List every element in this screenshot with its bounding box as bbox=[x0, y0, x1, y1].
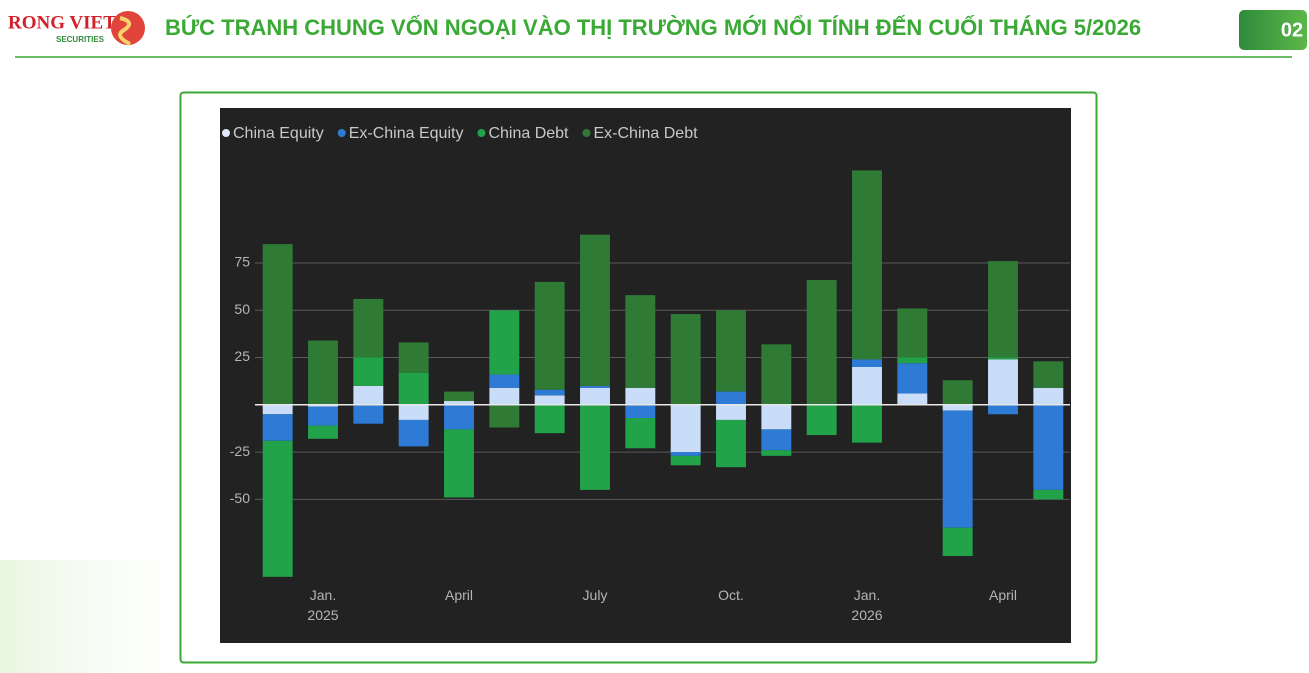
bar bbox=[444, 404, 474, 430]
bar bbox=[489, 310, 520, 375]
legend-marker bbox=[477, 129, 486, 137]
bar bbox=[262, 440, 293, 577]
bar bbox=[489, 374, 520, 388]
bar bbox=[534, 281, 565, 390]
y-tick-label: 25 bbox=[234, 348, 250, 364]
bar bbox=[942, 380, 973, 405]
x-tick-label: July bbox=[582, 587, 608, 603]
bar bbox=[489, 404, 520, 428]
legend-marker bbox=[337, 129, 346, 137]
bar bbox=[852, 359, 882, 367]
logo-sub: SECURITIES bbox=[56, 35, 105, 44]
bar bbox=[716, 404, 746, 420]
bar bbox=[353, 298, 384, 358]
bar bbox=[716, 419, 746, 468]
bar bbox=[625, 387, 656, 405]
bar bbox=[308, 340, 338, 405]
bar bbox=[534, 395, 565, 405]
bar bbox=[398, 404, 429, 420]
legend-label: China Debt bbox=[488, 125, 569, 142]
bar bbox=[308, 404, 338, 407]
bar bbox=[852, 366, 882, 405]
bar bbox=[308, 425, 338, 439]
bar bbox=[716, 310, 746, 392]
y-tick-label: -50 bbox=[230, 490, 250, 506]
bar bbox=[580, 385, 610, 388]
bar bbox=[1033, 404, 1064, 490]
x-tick-label: Jan. 2025 bbox=[307, 587, 339, 623]
bar bbox=[308, 406, 338, 426]
bar bbox=[398, 372, 429, 405]
bar bbox=[398, 419, 429, 447]
bar bbox=[353, 385, 384, 405]
bar bbox=[897, 308, 928, 358]
bar bbox=[489, 387, 520, 405]
page-badge bbox=[1239, 10, 1307, 50]
bar bbox=[1033, 361, 1064, 388]
bar bbox=[716, 391, 746, 405]
title: BỨC TRANH CHUNG VỐN NGOẠI VÀO THỊ TRƯỜNG… bbox=[165, 14, 1141, 40]
bar bbox=[988, 359, 1018, 405]
x-tick-label: Oct. bbox=[718, 587, 744, 603]
bar bbox=[353, 357, 384, 386]
bar bbox=[580, 404, 610, 490]
bar bbox=[444, 391, 474, 402]
bar bbox=[897, 363, 928, 394]
x-tick-label: Jan. 2026 bbox=[851, 587, 883, 623]
bar bbox=[444, 401, 474, 405]
y-tick-label: 50 bbox=[234, 301, 250, 317]
bar bbox=[761, 450, 792, 456]
bar bbox=[353, 404, 384, 424]
bar bbox=[670, 404, 701, 453]
legend-marker bbox=[222, 129, 230, 137]
bar bbox=[852, 170, 882, 360]
bar bbox=[398, 342, 429, 373]
legend-label: China Equity bbox=[233, 125, 324, 142]
bar bbox=[942, 410, 973, 528]
bar bbox=[988, 357, 1018, 360]
bar bbox=[897, 393, 928, 405]
bar bbox=[262, 404, 293, 415]
bar bbox=[1033, 489, 1064, 500]
logo-icon bbox=[118, 16, 132, 46]
bar bbox=[534, 404, 565, 434]
bar bbox=[444, 429, 474, 498]
bar bbox=[670, 314, 701, 405]
legend-label: Ex-China Debt bbox=[593, 125, 698, 142]
bar bbox=[761, 404, 792, 430]
bar bbox=[262, 244, 293, 405]
bar bbox=[625, 418, 656, 449]
legend-marker bbox=[582, 129, 591, 137]
bar bbox=[580, 234, 610, 386]
bar bbox=[806, 404, 837, 436]
bar bbox=[942, 404, 973, 411]
bar bbox=[761, 344, 792, 405]
legend-label: Ex-China Equity bbox=[349, 125, 464, 142]
bar bbox=[897, 357, 928, 364]
bar bbox=[852, 404, 882, 443]
x-tick-label: April bbox=[988, 587, 1017, 603]
bar bbox=[942, 527, 973, 557]
bar bbox=[806, 280, 837, 405]
bar bbox=[580, 387, 610, 405]
bar bbox=[988, 404, 1018, 415]
x-tick-label: April bbox=[444, 587, 473, 603]
bar bbox=[670, 452, 701, 456]
bar bbox=[670, 455, 701, 466]
y-tick-label: 75 bbox=[234, 254, 250, 270]
bar bbox=[625, 295, 656, 388]
bar bbox=[534, 389, 565, 396]
y-tick-label: -25 bbox=[230, 443, 250, 459]
bar bbox=[761, 429, 792, 451]
page-number: 02 bbox=[1281, 19, 1303, 41]
bar bbox=[262, 414, 293, 441]
bar bbox=[625, 404, 656, 419]
bar bbox=[1033, 387, 1064, 405]
logo: RONG VIET bbox=[8, 12, 116, 33]
bar bbox=[988, 261, 1018, 358]
